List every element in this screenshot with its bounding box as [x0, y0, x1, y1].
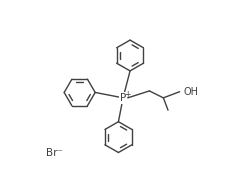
Text: P: P [119, 93, 126, 103]
Text: +: + [123, 90, 130, 98]
Text: OH: OH [183, 87, 198, 97]
Text: Br⁻: Br⁻ [45, 147, 62, 157]
